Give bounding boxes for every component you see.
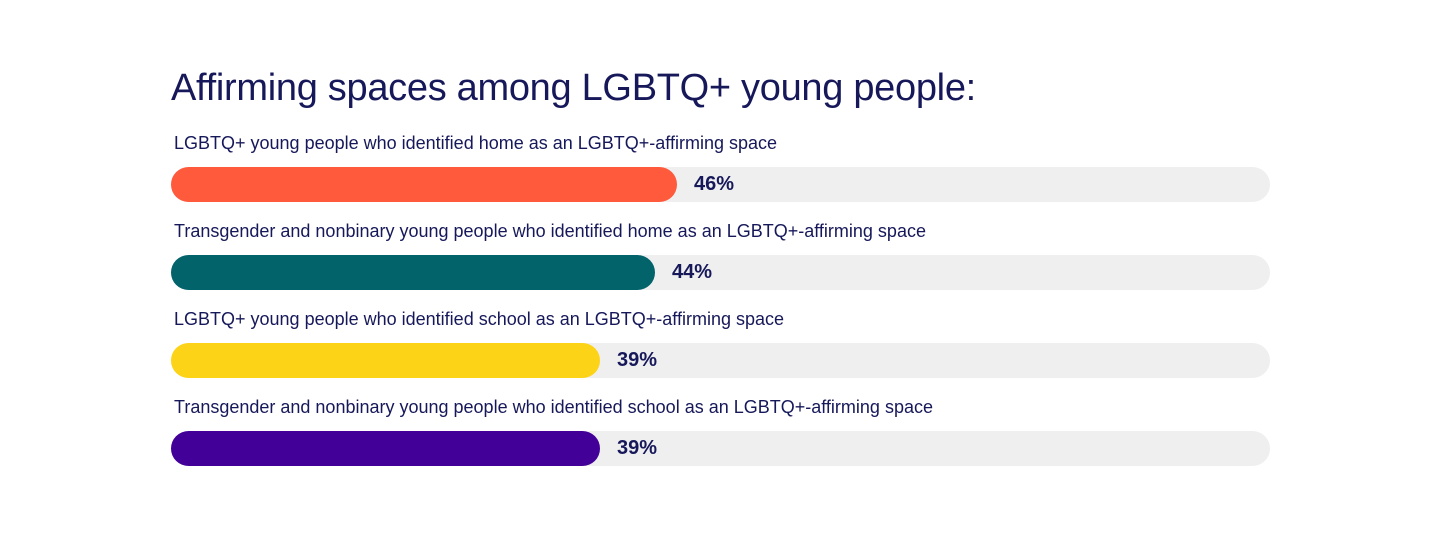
bar-value-label: 39% bbox=[617, 349, 658, 371]
bar-track: 44% bbox=[171, 255, 1270, 290]
bar-track: 39% bbox=[171, 343, 1270, 378]
bar-track: 46% bbox=[171, 167, 1270, 202]
bar-row: LGBTQ+ young people who identified schoo… bbox=[171, 307, 1270, 395]
bar-row: Transgender and nonbinary young people w… bbox=[171, 219, 1270, 307]
bar bbox=[171, 255, 655, 290]
bar bbox=[171, 343, 600, 378]
bar-value-label: 39% bbox=[617, 437, 658, 459]
bar-rows: LGBTQ+ young people who identified home … bbox=[171, 131, 1270, 483]
bar-row: Transgender and nonbinary young people w… bbox=[171, 395, 1270, 483]
bar-category-label: Transgender and nonbinary young people w… bbox=[174, 397, 933, 417]
bar-category-label: LGBTQ+ young people who identified home … bbox=[174, 133, 778, 153]
bar bbox=[171, 431, 600, 466]
bar-track: 39% bbox=[171, 431, 1270, 466]
bar-value-label: 44% bbox=[672, 261, 713, 283]
bar-row: LGBTQ+ young people who identified home … bbox=[171, 131, 1270, 219]
bar-category-label: LGBTQ+ young people who identified schoo… bbox=[174, 309, 785, 329]
bar bbox=[171, 167, 677, 202]
bar-value-label: 46% bbox=[694, 173, 735, 195]
bar-chart: Affirming spaces among LGBTQ+ young peop… bbox=[171, 66, 1270, 483]
bar-category-label: Transgender and nonbinary young people w… bbox=[174, 221, 926, 241]
chart-title: Affirming spaces among LGBTQ+ young peop… bbox=[171, 67, 976, 109]
